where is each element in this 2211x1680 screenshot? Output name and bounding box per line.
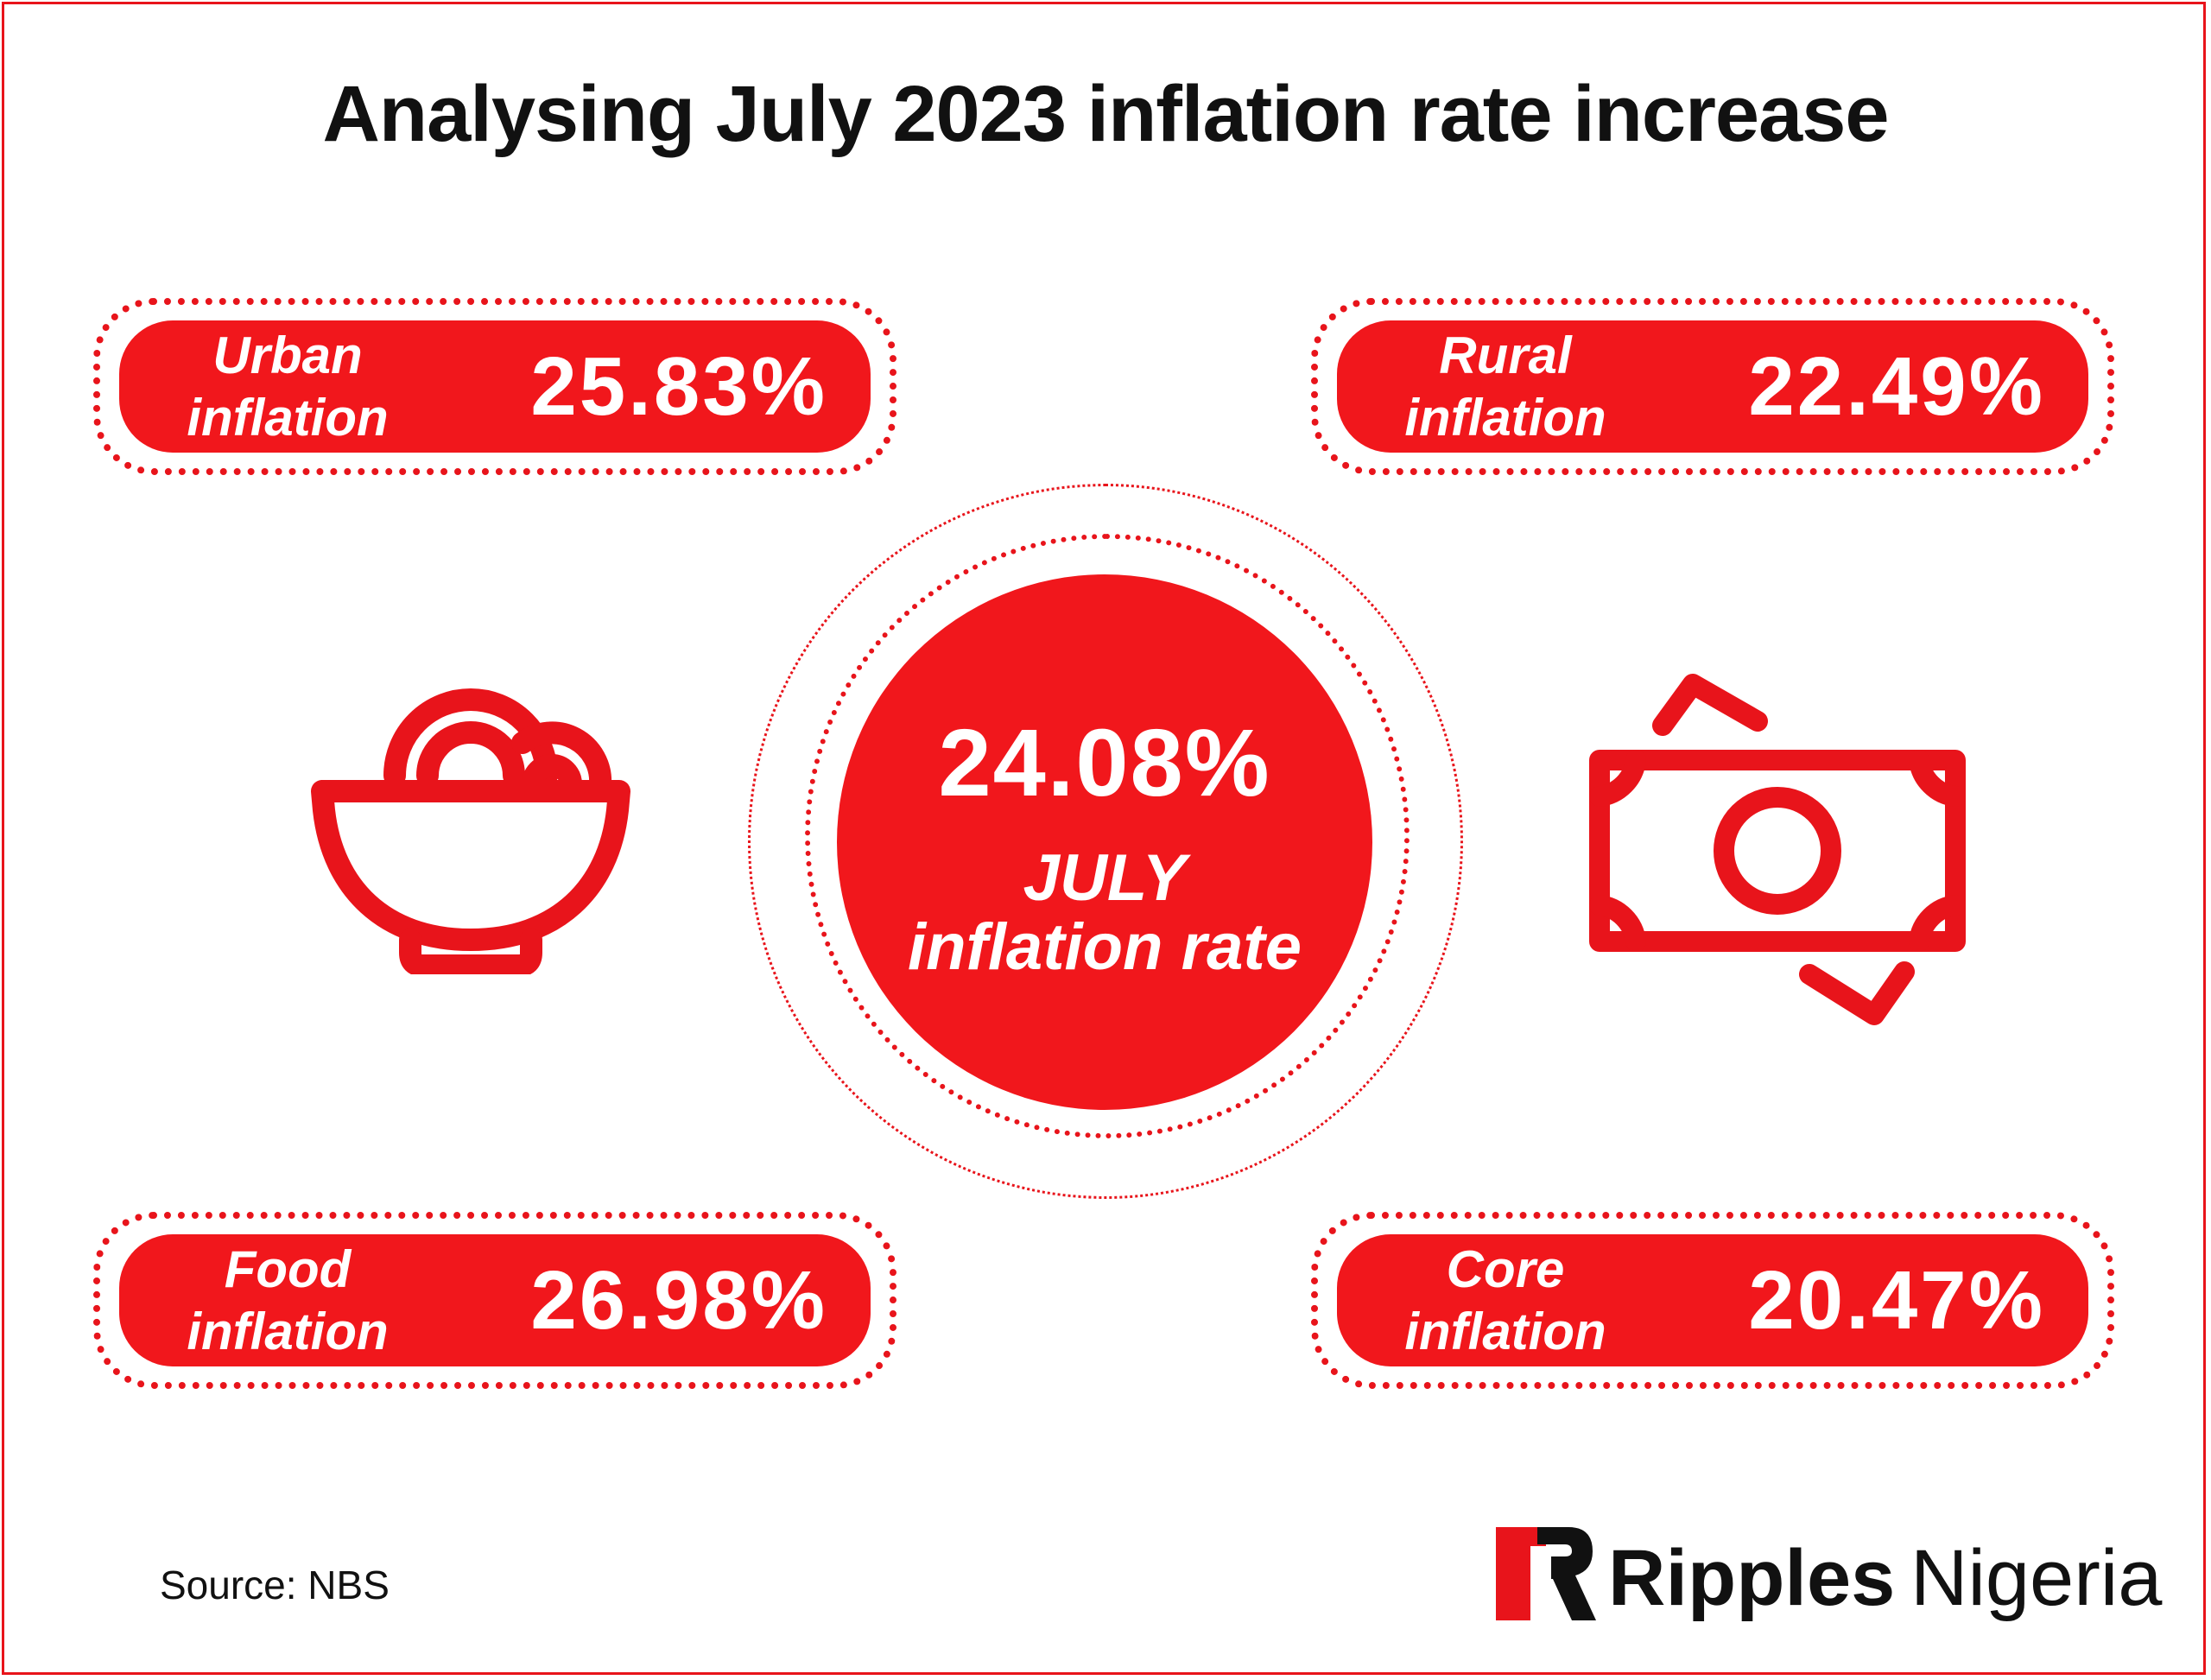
center-label-text: inflation rate <box>907 910 1302 984</box>
rural-inflation-value: 22.49% <box>1748 339 2045 433</box>
outer-dotted-ring <box>748 484 1463 1199</box>
rural-label-line1: Rural <box>1439 326 1572 384</box>
logo-mark-red <box>1496 1527 1546 1620</box>
core-inflation-card: Core inflation 20.47% <box>1311 1212 2114 1389</box>
money-exchange-icon <box>1589 674 1966 1025</box>
core-inflation-label: Core inflation <box>1363 1234 1648 1366</box>
rural-inflation-label: Rural inflation <box>1363 320 1648 453</box>
logo-text-nigeria: Nigeria <box>1910 1534 2163 1622</box>
food-label-line1: Food <box>224 1239 352 1298</box>
inner-dotted-ring <box>805 534 1410 1138</box>
urban-inflation-label: Urban inflation <box>145 320 430 453</box>
food-label-line2: inflation <box>187 1302 389 1360</box>
rural-inflation-card: Rural inflation 22.49% <box>1311 298 2114 475</box>
core-label-line2: inflation <box>1404 1302 1606 1360</box>
center-label-month: JULY <box>1023 841 1187 915</box>
urban-label-line2: inflation <box>187 388 389 447</box>
core-inflation-value: 20.47% <box>1748 1253 2045 1347</box>
page-title: Analysing July 2023 inflation rate incre… <box>322 70 1889 158</box>
logo-mark-black <box>1537 1527 1596 1620</box>
center-inflation-value: 24.08% <box>938 710 1271 816</box>
food-inflation-card: Food inflation 26.98% <box>93 1212 896 1389</box>
core-inflation-pill: Core inflation 20.47% <box>1337 1234 2088 1366</box>
center-inflation-circle: 24.08% JULY inflation rate <box>837 574 1372 1110</box>
rural-label-line2: inflation <box>1404 388 1606 447</box>
urban-inflation-pill: Urban inflation 25.83% <box>119 320 871 453</box>
food-bowl-icon <box>311 688 630 974</box>
core-label-line1: Core <box>1446 1239 1565 1298</box>
urban-inflation-card: Urban inflation 25.83% <box>93 298 896 475</box>
urban-label-line1: Urban <box>212 326 363 384</box>
food-inflation-value: 26.98% <box>530 1253 827 1347</box>
urban-inflation-value: 25.83% <box>530 339 827 433</box>
food-inflation-label: Food inflation <box>145 1234 430 1366</box>
source-note: Source: NBS <box>160 1563 390 1607</box>
food-inflation-pill: Food inflation 26.98% <box>119 1234 871 1366</box>
ripples-nigeria-logo: Ripples Nigeria <box>1496 1527 2163 1622</box>
rural-inflation-pill: Rural inflation 22.49% <box>1337 320 2088 453</box>
logo-text-ripples: Ripples <box>1608 1534 1895 1622</box>
